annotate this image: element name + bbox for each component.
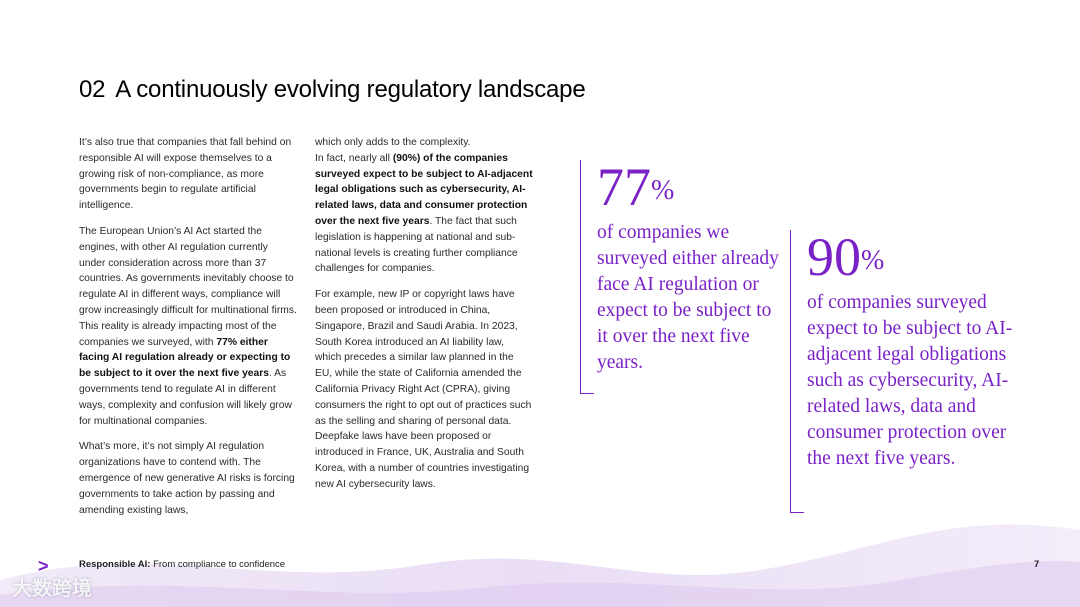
page-title: 02 A continuously evolving regulatory lan… (79, 76, 586, 104)
paragraph: In fact, nearly all (90%) of the compani… (315, 151, 533, 277)
stat-callout-77: 77% of companies we surveyed either alre… (580, 160, 781, 394)
text-run: . The fact that such legislation is happ… (315, 215, 518, 275)
stat-value: 90% (807, 227, 885, 287)
paragraph: The European Union’s AI Act started the … (79, 224, 297, 429)
stat-description: of companies we surveyed either already … (597, 222, 779, 373)
page-number: 7 (1034, 559, 1040, 570)
text-run: In fact, nearly all (315, 152, 393, 164)
stat-callout-90: 90% of companies surveyed expect to be s… (790, 230, 1013, 513)
bracket-cap (790, 512, 804, 513)
text-column-2: which only adds to the complexity. In fa… (315, 135, 533, 503)
footer-subtitle: From compliance to confidence (150, 559, 286, 570)
stat-description: of companies surveyed expect to be subje… (807, 292, 1013, 469)
accenture-logo: > (38, 556, 49, 576)
bold-text: (90%) of the companies surveyed expect t… (315, 152, 533, 227)
bracket-cap (580, 393, 594, 394)
section-number: 02 (79, 76, 106, 103)
paragraph: For example, new IP or copyright laws ha… (315, 289, 532, 490)
text-run: . As governments tend to regulate AI in … (79, 368, 292, 427)
stat-value: 77% (597, 157, 675, 217)
bold-text: 77% either facing AI regulation already … (79, 336, 291, 380)
watermark: 大数跨境 (12, 578, 92, 600)
footer-text: Responsible AI: From compliance to confi… (79, 559, 285, 570)
text-run: The European Union’s AI Act started the … (79, 225, 297, 348)
paragraph: which only adds to the complexity. (315, 137, 471, 148)
paragraph: It’s also true that companies that fall … (79, 137, 292, 212)
title-text: A continuously evolving regulatory lands… (115, 76, 586, 103)
footer-bold: Responsible AI: (79, 559, 151, 570)
paragraph: What’s more, it’s not simply AI regulati… (79, 441, 295, 516)
decorative-wave (0, 524, 1080, 607)
text-column-1: It’s also true that companies that fall … (79, 135, 297, 528)
